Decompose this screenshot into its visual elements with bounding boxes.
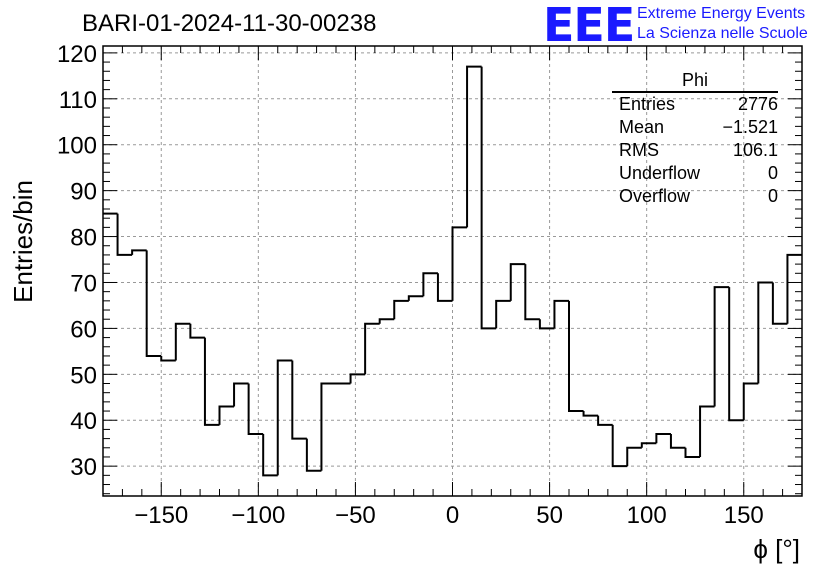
eee-logo: EEE: [543, 0, 635, 52]
histogram-bin: [524, 264, 540, 321]
logo-line-2: La Scienza nelle Scuole: [637, 25, 808, 42]
logo-line-1: Extreme Energy Events: [637, 5, 806, 22]
histogram-bin: [145, 250, 162, 357]
stats-row-entries: Entries 2776: [612, 93, 778, 116]
histogram-bin: [116, 213, 133, 256]
histogram-bin: [291, 360, 307, 440]
x-tick-label: −100: [231, 502, 285, 529]
histogram-bin: [247, 383, 264, 436]
histogram-bin: [582, 411, 599, 417]
y-axis-label: Entries/bin: [8, 180, 38, 303]
x-tick-label: 50: [536, 502, 563, 529]
histogram-bin: [728, 287, 744, 422]
histogram-bin: [713, 286, 730, 407]
histogram-bin: [174, 322, 191, 361]
x-tick-label: −150: [134, 502, 188, 529]
stats-label: Mean: [619, 117, 665, 137]
histogram-bin: [451, 226, 468, 301]
histogram-bin: [669, 434, 686, 449]
chart-title: BARI-01-2024-11-30-00238: [82, 10, 377, 37]
histogram-bin: [378, 318, 395, 324]
histogram-bin: [466, 65, 482, 228]
x-tick-label: −50: [335, 502, 376, 529]
histogram-bin: [757, 281, 773, 384]
tick-labels: −150 −100 −50 0 50 100 150 30 40 50 60 70 80 90 100 110…: [57, 41, 764, 529]
histogram-bin: [407, 295, 424, 301]
histogram-bin: [160, 355, 176, 362]
y-tick-label: 110: [59, 87, 97, 114]
stats-box: Phi Entries 2776 Mean −1.521 RMS 106.1 U…: [612, 70, 778, 208]
stats-row-rms: RMS 106.1: [612, 139, 778, 162]
stats-row-mean: Mean −1.521: [612, 116, 778, 139]
y-tick-label: 80: [70, 225, 97, 252]
y-tick-label: 100: [57, 133, 97, 160]
histogram-bin: [597, 415, 613, 426]
histogram-bin: [189, 323, 205, 339]
stats-value: 2776: [737, 94, 778, 114]
histogram-bin: [568, 300, 584, 413]
histogram-bin: [320, 382, 336, 471]
y-tick-label: 60: [70, 316, 97, 343]
histogram-bin: [233, 382, 249, 407]
histogram-bin: [553, 299, 569, 329]
y-tick-label: 50: [70, 362, 97, 389]
stats-value: 0: [767, 163, 778, 183]
x-tick-label: 100: [627, 502, 667, 529]
histogram-bin: [640, 442, 657, 448]
x-tick-label: 0: [446, 502, 459, 529]
histogram-bin: [480, 66, 497, 330]
stats-row-underflow: Underflow 0: [612, 162, 778, 185]
stats-row-overflow: Overflow 0: [612, 185, 778, 208]
histogram-bin: [742, 382, 759, 421]
histogram-bin: [655, 433, 671, 444]
histogram-bin: [131, 249, 147, 255]
y-tick-label: 30: [70, 454, 97, 481]
histogram-bin: [262, 434, 278, 477]
axis-ticks: [102, 46, 803, 496]
histogram-bin: [364, 322, 380, 375]
x-tick-label: 150: [724, 502, 764, 529]
histogram-bins: [103, 65, 802, 477]
histogram-bin: [305, 438, 322, 472]
stats-label: Underflow: [619, 163, 701, 183]
stats-label: Overflow: [619, 186, 691, 206]
histogram-bin: [626, 446, 642, 467]
stats-label: Entries: [619, 94, 676, 114]
histogram-bin: [699, 405, 715, 457]
histogram-bin: [495, 299, 511, 329]
histogram-bin: [771, 282, 788, 325]
histogram-bin: [203, 337, 220, 426]
histogram-bin: [611, 424, 628, 468]
histogram-bin: [349, 373, 366, 384]
y-tick-label: 120: [57, 41, 97, 68]
stats-value: 0: [767, 186, 778, 206]
histogram-bin: [218, 405, 235, 425]
histogram-bin: [786, 253, 802, 324]
histogram-bin: [436, 273, 453, 302]
histogram-bin: [393, 299, 409, 320]
histogram-bin: [509, 263, 526, 301]
histogram-bin: [276, 359, 293, 476]
stats-title: Phi: [612, 70, 778, 93]
logo-caption: Extreme Energy Events La Scienza nelle S…: [637, 4, 808, 44]
stats-label: RMS: [619, 140, 659, 160]
y-tick-label: 40: [70, 408, 97, 435]
stats-value: 106.1: [732, 140, 778, 160]
y-tick-label: 90: [70, 179, 97, 206]
histogram-bin: [684, 447, 701, 458]
stats-value: −1.521: [722, 117, 778, 137]
y-tick-label: 70: [70, 270, 97, 297]
histogram-bin: [422, 272, 438, 297]
histogram-bin: [538, 319, 555, 330]
x-axis-label: ϕ [°]: [753, 534, 800, 564]
